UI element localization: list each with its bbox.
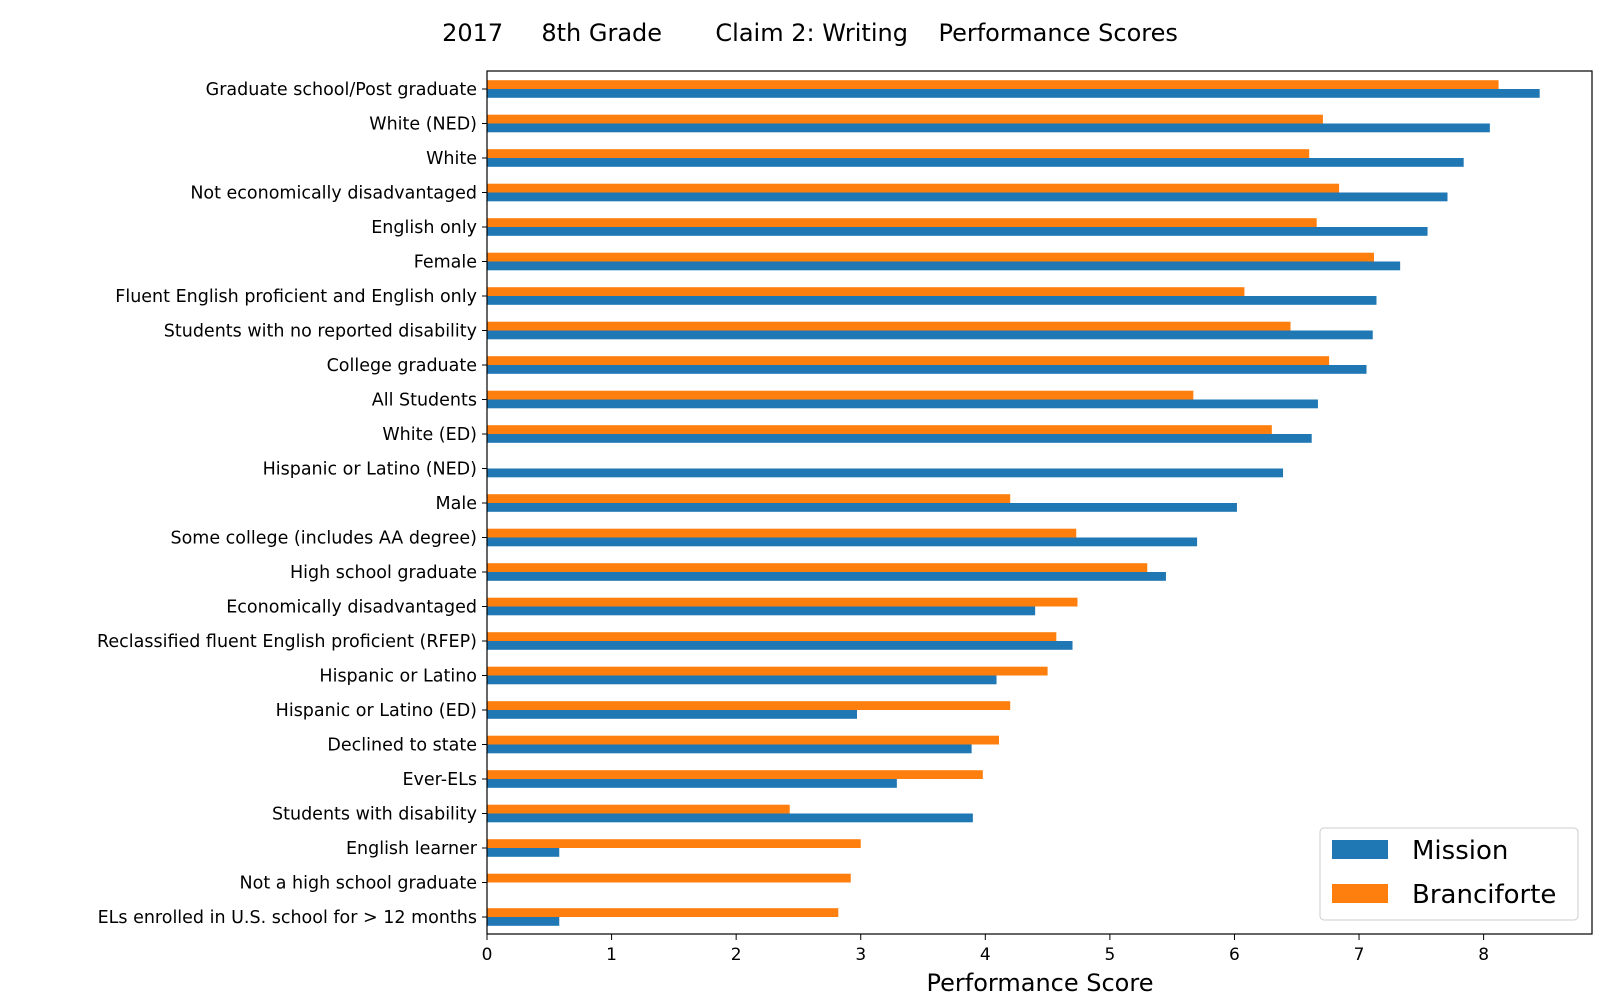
bar-branciforte xyxy=(487,425,1272,434)
bar-mission xyxy=(487,606,1036,616)
bar-mission xyxy=(487,158,1464,167)
category-label: Some college (includes AA degree) xyxy=(170,529,477,549)
bar-branciforte xyxy=(487,218,1317,227)
category-label: Economically disadvantaged xyxy=(226,598,477,618)
bar-branciforte xyxy=(487,632,1057,641)
bar-mission xyxy=(487,572,1166,581)
x-tick-label: 7 xyxy=(1354,945,1365,965)
bar-branciforte xyxy=(487,804,790,814)
x-tick-label: 5 xyxy=(1104,945,1115,965)
bar-mission xyxy=(487,192,1448,202)
category-label: Ever-ELs xyxy=(403,770,478,790)
bar-branciforte xyxy=(487,873,851,883)
x-axis-label: Performance Score xyxy=(927,969,1154,997)
legend: Mission Branciforte xyxy=(1319,827,1579,921)
bar-mission xyxy=(487,537,1198,547)
category-label: Students with disability xyxy=(272,805,477,825)
x-tick-label: 8 xyxy=(1478,945,1489,965)
bar-branciforte xyxy=(487,252,1374,262)
bar-mission xyxy=(487,365,1367,374)
bar-branciforte xyxy=(487,356,1330,365)
category-label: White xyxy=(426,149,477,169)
category-label: Fluent English proficient and English on… xyxy=(115,287,477,307)
chart-title: 2017 8th Grade Claim 2: Writing Performa… xyxy=(442,19,1178,47)
bar-branciforte xyxy=(487,183,1340,193)
bar-branciforte xyxy=(487,735,1000,745)
category-label: Hispanic or Latino (ED) xyxy=(276,701,477,721)
bar-mission xyxy=(487,399,1318,409)
x-tick-label: 4 xyxy=(980,945,991,965)
x-tick-label: 6 xyxy=(1229,945,1240,965)
bar-mission xyxy=(487,261,1401,271)
bar-mission xyxy=(487,227,1428,236)
category-label: Graduate school/Post graduate xyxy=(206,80,477,100)
bar-mission xyxy=(487,744,972,754)
bar-branciforte xyxy=(487,908,839,917)
category-label: Students with no reported disability xyxy=(164,322,477,342)
bar-branciforte xyxy=(487,770,983,779)
bar-branciforte xyxy=(487,390,1194,400)
bar-branciforte xyxy=(487,528,1077,538)
category-label: Reclassified fluent English proficient (… xyxy=(97,632,477,652)
category-label: Declined to state xyxy=(327,736,477,756)
x-tick-label: 0 xyxy=(482,945,493,965)
category-label: English learner xyxy=(346,839,478,859)
bar-mission xyxy=(487,123,1490,133)
legend-label-mission: Mission xyxy=(1412,836,1508,866)
bar-branciforte xyxy=(487,701,1011,710)
category-label: Not economically disadvantaged xyxy=(190,184,477,204)
bar-branciforte xyxy=(487,321,1291,331)
category-label: Female xyxy=(414,253,477,273)
x-tick-label: 3 xyxy=(855,945,866,965)
bar-branciforte xyxy=(487,287,1245,296)
bar-branciforte xyxy=(487,114,1323,124)
bar-mission xyxy=(487,330,1373,340)
bar-mission xyxy=(487,848,560,857)
category-label: ELs enrolled in U.S. school for > 12 mon… xyxy=(98,908,477,928)
bar-branciforte xyxy=(487,494,1011,503)
bar-mission xyxy=(487,503,1237,512)
category-labels: Graduate school/Post graduate White (NED)… xyxy=(97,80,487,928)
x-axis-ticks: 0 1 2 3 4 5 6 7 8 xyxy=(482,934,1489,965)
bar-mission xyxy=(487,468,1284,478)
bar-mission xyxy=(487,675,997,685)
bar-branciforte xyxy=(487,80,1499,89)
bar-branciforte xyxy=(487,149,1310,158)
category-label: All Students xyxy=(372,391,477,411)
bar-mission xyxy=(487,296,1377,305)
bar-mission xyxy=(487,917,560,926)
category-label: Hispanic or Latino (NED) xyxy=(263,460,477,480)
bar-mission xyxy=(487,813,973,823)
bar-mission xyxy=(487,434,1312,443)
bars-layer xyxy=(487,80,1540,926)
x-tick-label: 2 xyxy=(731,945,742,965)
category-label: High school graduate xyxy=(290,563,477,583)
plot-frame xyxy=(486,70,1593,935)
bar-branciforte xyxy=(487,666,1048,676)
bar-mission xyxy=(487,641,1073,650)
bar-mission xyxy=(487,779,897,788)
bar-mission xyxy=(487,89,1540,98)
legend-label-branciforte: Branciforte xyxy=(1412,880,1556,910)
category-label: White (NED) xyxy=(369,115,477,135)
bar-mission xyxy=(487,710,857,719)
bar-branciforte xyxy=(487,563,1148,572)
bar-branciforte xyxy=(487,839,861,848)
x-tick-label: 1 xyxy=(606,945,617,965)
bar-branciforte xyxy=(487,597,1078,607)
category-label: English only xyxy=(371,218,477,238)
category-label: Not a high school graduate xyxy=(240,874,477,894)
legend-swatch-mission xyxy=(1332,840,1388,859)
category-label: Male xyxy=(436,494,477,514)
category-label: White (ED) xyxy=(382,425,477,445)
category-label: College graduate xyxy=(327,356,477,376)
category-label: Hispanic or Latino xyxy=(319,667,477,687)
legend-swatch-branciforte xyxy=(1332,884,1388,903)
